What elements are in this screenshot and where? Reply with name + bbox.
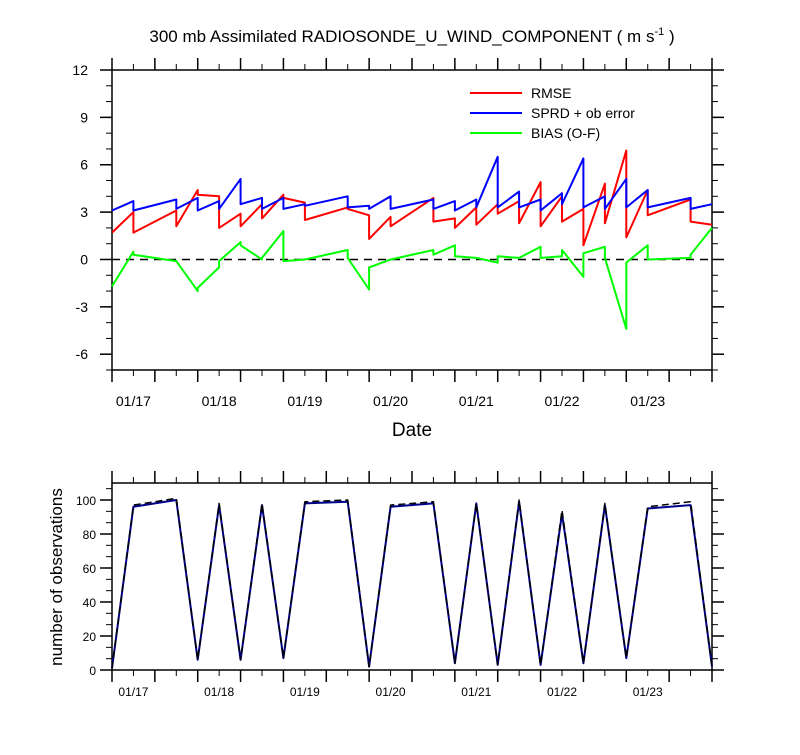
bottom-y-tick-label: 20: [83, 630, 97, 644]
bottom-series-observations-used: [111, 499, 713, 669]
bottom-series-observations-possible: [111, 497, 713, 669]
top-y-tick-label: -3: [76, 299, 89, 315]
chart-title-end: ): [664, 27, 674, 46]
top-x-tick-label: 01/23: [630, 393, 665, 409]
chart-title-main: 300 mb Assimilated RADIOSONDE_U_WIND_COM…: [149, 27, 654, 46]
top-y-tick-label: 9: [80, 109, 88, 125]
bottom-y-tick-label: 60: [83, 562, 97, 576]
bottom-x-tick-label: 01/21: [461, 685, 491, 699]
legend: RMSE SPRD + ob error BIAS (O-F): [470, 85, 635, 141]
bottom-y-tick-label: 80: [83, 528, 97, 542]
bottom-y-tick-label: 100: [76, 494, 96, 508]
bottom-plot: 01/17 01/18 01/19 01/20 01/21 01/22 01/23 0 20 40…: [76, 471, 724, 699]
bottom-plot-frame: [111, 482, 713, 671]
top-x-tick-label: 01/17: [116, 393, 151, 409]
top-series-rmse: [111, 149, 713, 247]
legend-label-bias-o-f: BIAS (O-F): [531, 125, 600, 141]
top-y-tick-label: 3: [80, 204, 88, 220]
top-x-tick-label: 01/19: [287, 393, 322, 409]
top-x-tick-label: 01/20: [373, 393, 408, 409]
chart-title: 300 mb Assimilated RADIOSONDE_U_WIND_COM…: [149, 26, 674, 46]
top-series-bias-o-f: [111, 227, 713, 330]
legend-label-sprd-ob-error: SPRD + ob error: [531, 105, 635, 121]
bottom-x-tick-label: 01/18: [204, 685, 234, 699]
chart-title-superscript: -1: [654, 26, 664, 38]
top-plot: 01/17 01/18 01/19 01/20 01/21 01/22 01/23 12 9 6 3…: [72, 58, 724, 409]
top-series-sprd-ob-error: [111, 155, 713, 212]
top-x-tick-label: 01/21: [459, 393, 494, 409]
bottom-y-tick-label: 40: [83, 596, 97, 610]
top-y-tick-label: 12: [72, 62, 88, 78]
top-x-tick-label: 01/22: [544, 393, 579, 409]
top-y-tick-label: 0: [80, 251, 88, 267]
legend-label-rmse: RMSE: [531, 85, 571, 101]
top-x-tick-label: 01/18: [202, 393, 237, 409]
bottom-x-tick-label: 01/22: [547, 685, 577, 699]
top-x-axis-label: Date: [392, 420, 432, 441]
top-y-tick-label: 6: [80, 157, 88, 173]
bottom-x-tick-label: 01/19: [290, 685, 320, 699]
top-y-tick-label: -6: [76, 346, 89, 362]
bottom-y-axis-label: number of observations: [47, 488, 66, 666]
bottom-x-tick-label: 01/23: [633, 685, 663, 699]
bottom-y-tick-label: 0: [89, 664, 96, 678]
bottom-x-tick-label: 01/20: [376, 685, 406, 699]
bottom-x-tick-label: 01/17: [118, 685, 148, 699]
